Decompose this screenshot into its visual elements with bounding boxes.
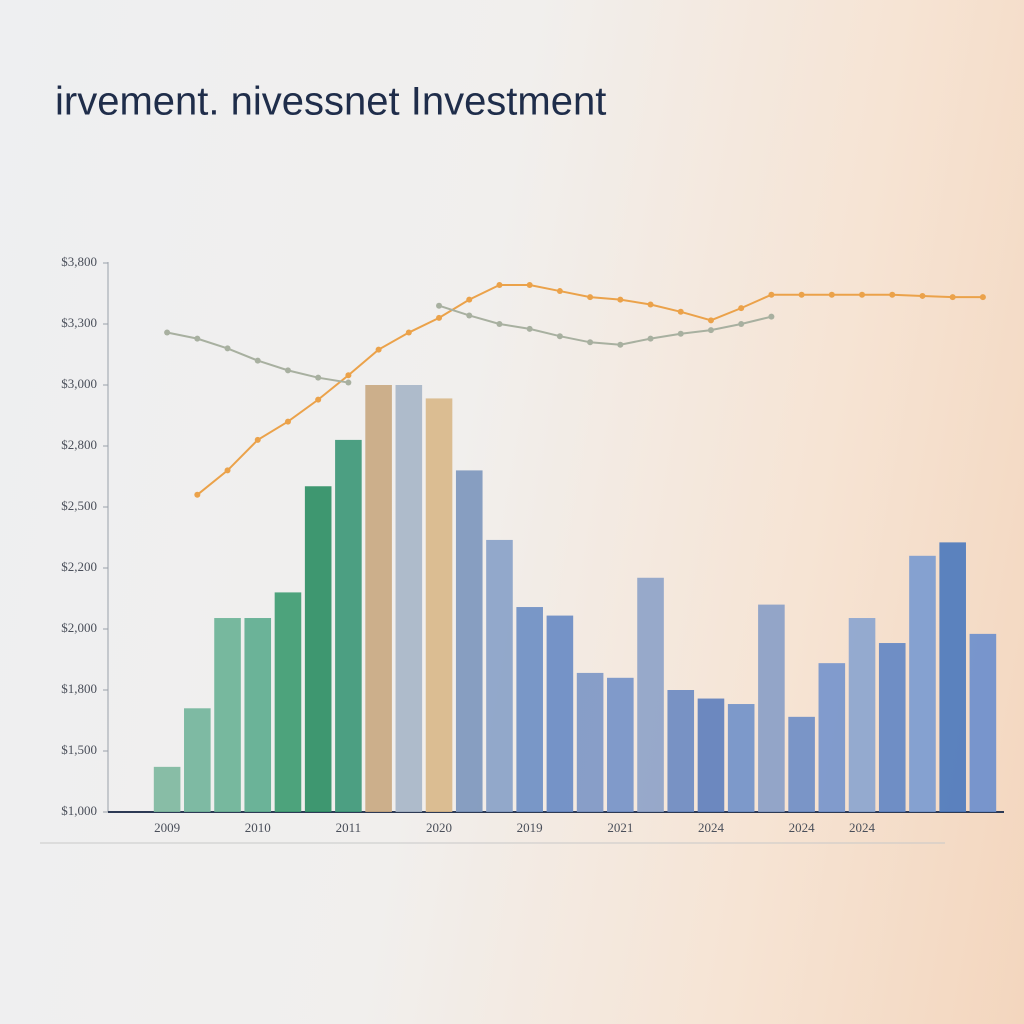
bar: [486, 539, 513, 812]
y-tick-label: $3,000: [61, 376, 97, 391]
line-point: [375, 346, 382, 353]
line-point: [707, 317, 714, 324]
line-point: [768, 291, 775, 298]
line-point: [224, 467, 231, 474]
bar: [516, 607, 543, 812]
line-point: [496, 281, 503, 288]
trend-line: [196, 283, 983, 496]
bar: [667, 690, 695, 812]
trend-line: [166, 331, 349, 384]
bar: [335, 439, 362, 812]
y-tick-label: $2,800: [61, 437, 97, 452]
line-point: [617, 341, 624, 348]
line-point: [194, 491, 201, 498]
bar: [425, 398, 453, 812]
line-point: [436, 302, 443, 309]
line-point: [677, 330, 684, 337]
bar: [546, 615, 574, 812]
line-point: [828, 291, 835, 298]
line-point: [345, 379, 352, 386]
line-point: [889, 291, 896, 298]
line-point: [647, 335, 654, 342]
line-point: [979, 294, 986, 301]
line-point: [164, 329, 171, 336]
bar: [365, 385, 392, 812]
line-point: [345, 372, 352, 379]
line-point: [587, 339, 594, 346]
bar: [727, 704, 755, 812]
line-point: [587, 294, 594, 301]
line-point: [526, 325, 533, 332]
y-tick-label: $2,200: [61, 559, 97, 574]
y-tick-label: $3,800: [61, 254, 97, 269]
x-tick-label: 2021: [607, 820, 633, 835]
line-point: [466, 296, 473, 303]
x-tick-label: 2020: [426, 820, 452, 835]
trend-line: [438, 304, 772, 346]
x-tick-label: 2024: [849, 820, 876, 835]
line-point: [496, 321, 503, 327]
line-point: [315, 374, 322, 381]
y-tick-label: $3,300: [61, 315, 97, 330]
line-point: [738, 305, 745, 312]
line-point: [859, 291, 866, 298]
x-tick-label: 2011: [336, 820, 362, 835]
bar: [214, 618, 241, 812]
bar: [607, 677, 634, 812]
line-point: [315, 396, 322, 403]
bar: [758, 604, 785, 812]
chart-title: irvement. nivessnet Investment: [55, 80, 606, 124]
line-point: [436, 314, 443, 321]
bar: [576, 672, 604, 812]
line-point: [254, 357, 261, 364]
line-point: [949, 294, 956, 301]
line-point: [194, 335, 201, 342]
line-point: [738, 321, 745, 327]
y-tick-label: $1,500: [61, 742, 97, 757]
line-point: [556, 333, 563, 340]
bar: [637, 577, 664, 812]
line-point: [768, 313, 775, 320]
bar: [939, 542, 966, 812]
bar: [909, 555, 936, 812]
bar: [274, 592, 302, 812]
bar: [878, 643, 906, 812]
line-point: [617, 296, 624, 303]
y-tick-label: $1,000: [61, 803, 97, 818]
bar: [153, 766, 181, 812]
x-tick-label: 2019: [517, 820, 543, 835]
line-point: [224, 345, 231, 352]
y-tick-label: $2,000: [61, 620, 97, 635]
line-point: [647, 301, 654, 308]
line-point: [466, 312, 473, 319]
bar: [304, 486, 332, 812]
line-point: [526, 281, 533, 288]
bar: [455, 470, 483, 812]
x-tick-label: 2009: [154, 820, 180, 835]
bar: [395, 385, 423, 812]
line-point: [556, 288, 563, 295]
line-point: [405, 329, 412, 336]
line-point: [254, 436, 261, 443]
line-point: [677, 308, 684, 315]
bar: [848, 618, 876, 812]
bar: [788, 716, 815, 812]
bar: [969, 633, 997, 812]
line-point: [707, 327, 714, 334]
x-tick-label: 2024: [789, 820, 816, 835]
y-tick-label: $1,800: [61, 681, 97, 696]
bar: [244, 618, 272, 812]
line-point: [798, 291, 805, 298]
line-point: [919, 292, 926, 299]
line-point: [284, 418, 291, 425]
bar: [818, 663, 846, 812]
x-tick-label: 2024: [698, 820, 725, 835]
bar: [184, 708, 211, 812]
line-point: [284, 367, 291, 374]
y-tick-label: $2,500: [61, 498, 97, 513]
bar: [697, 698, 725, 812]
x-tick-label: 2010: [245, 820, 271, 835]
